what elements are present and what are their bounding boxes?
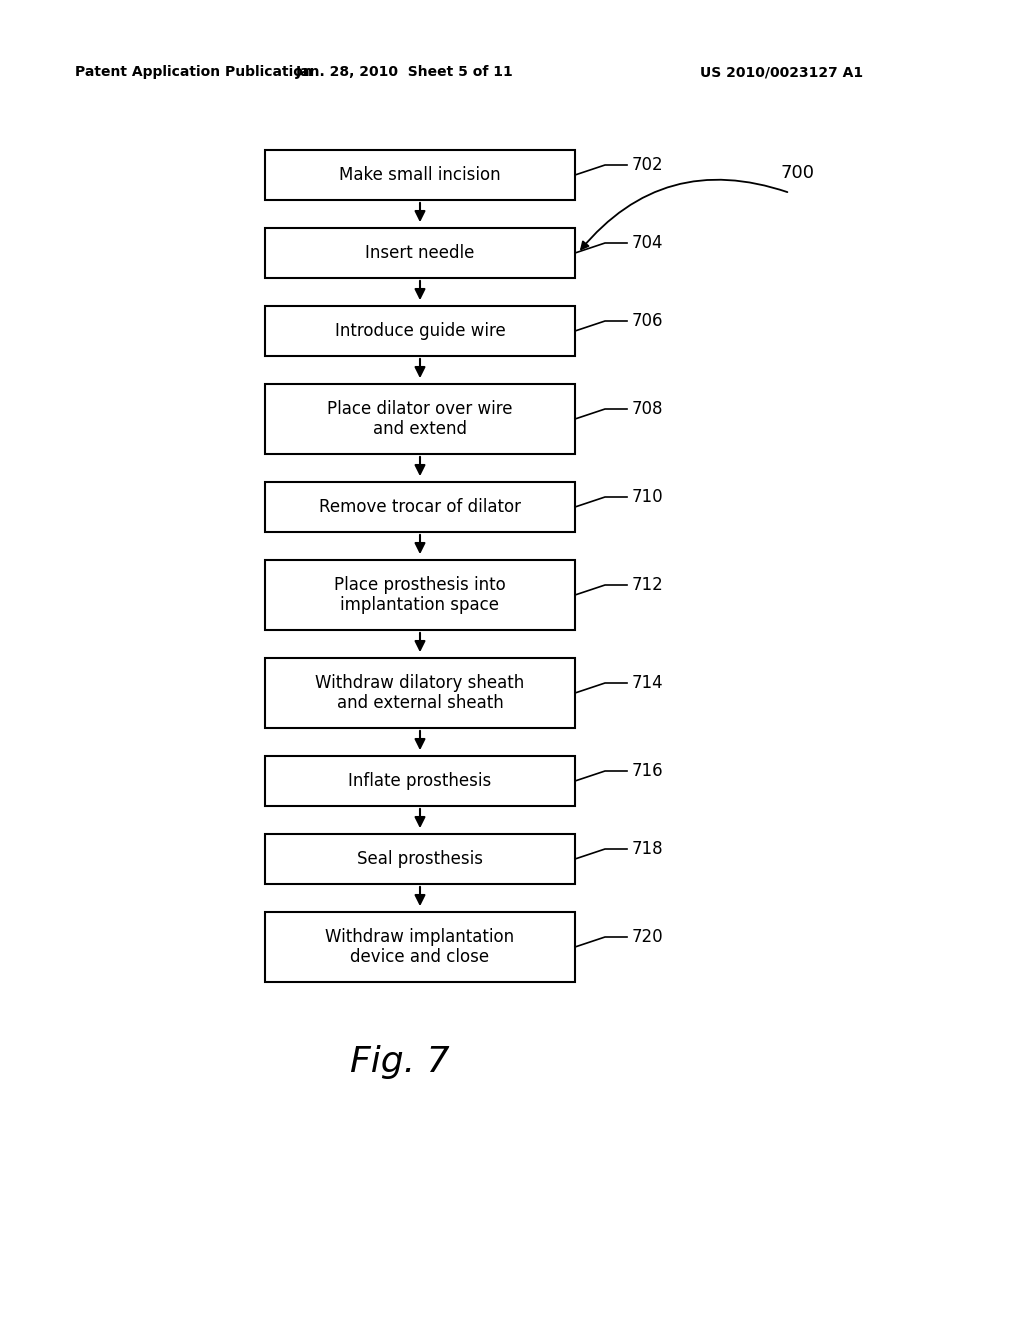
Text: 720: 720: [632, 928, 664, 946]
Text: Withdraw dilatory sheath
and external sheath: Withdraw dilatory sheath and external sh…: [315, 673, 524, 713]
Text: Place prosthesis into
implantation space: Place prosthesis into implantation space: [334, 576, 506, 614]
Text: Make small incision: Make small incision: [339, 166, 501, 183]
Bar: [265, 834, 575, 884]
Bar: [265, 912, 575, 982]
Text: 714: 714: [632, 675, 664, 692]
Text: 718: 718: [632, 840, 664, 858]
Text: 716: 716: [632, 762, 664, 780]
Text: Place dilator over wire
and extend: Place dilator over wire and extend: [328, 400, 513, 438]
Text: Remove trocar of dilator: Remove trocar of dilator: [319, 498, 521, 516]
Text: Patent Application Publication: Patent Application Publication: [75, 65, 312, 79]
Bar: [265, 482, 575, 532]
Text: Withdraw implantation
device and close: Withdraw implantation device and close: [326, 928, 515, 966]
Text: US 2010/0023127 A1: US 2010/0023127 A1: [700, 65, 863, 79]
Text: Inflate prosthesis: Inflate prosthesis: [348, 772, 492, 789]
Text: 708: 708: [632, 400, 664, 418]
Text: Fig. 7: Fig. 7: [350, 1045, 450, 1078]
Text: 702: 702: [632, 156, 664, 174]
Bar: [265, 384, 575, 454]
Text: Insert needle: Insert needle: [366, 244, 475, 261]
Text: Introduce guide wire: Introduce guide wire: [335, 322, 506, 341]
Bar: [265, 150, 575, 201]
Bar: [265, 228, 575, 279]
Text: 704: 704: [632, 234, 664, 252]
Text: 710: 710: [632, 488, 664, 506]
Text: Jan. 28, 2010  Sheet 5 of 11: Jan. 28, 2010 Sheet 5 of 11: [296, 65, 514, 79]
Text: Seal prosthesis: Seal prosthesis: [357, 850, 483, 869]
Text: 712: 712: [632, 576, 664, 594]
Bar: [265, 560, 575, 630]
Bar: [265, 306, 575, 356]
Text: 706: 706: [632, 312, 664, 330]
Bar: [265, 657, 575, 729]
Bar: [265, 756, 575, 807]
Text: 700: 700: [780, 164, 814, 182]
